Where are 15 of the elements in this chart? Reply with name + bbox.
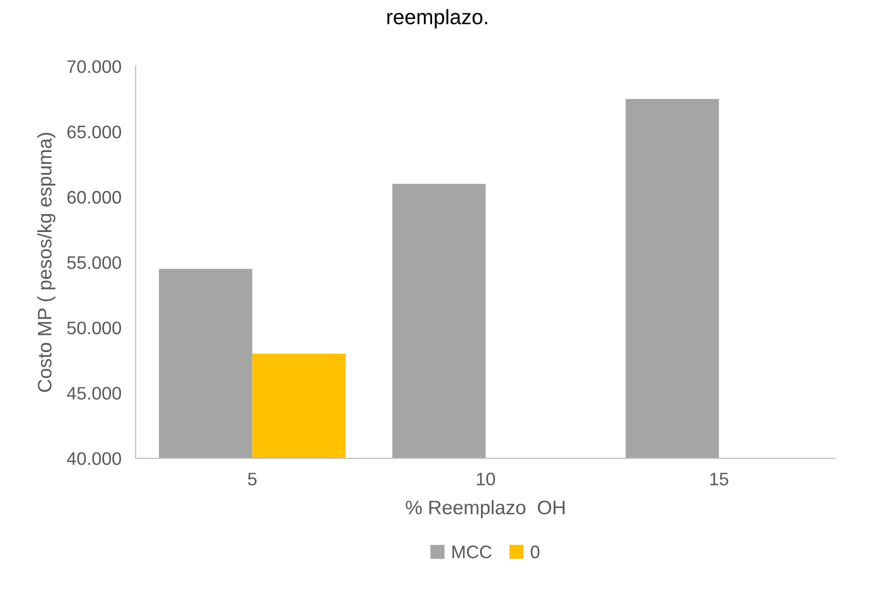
y-tick-label: 40.000 xyxy=(66,452,122,465)
chart-title: reemplazo. xyxy=(387,9,488,28)
y-tick-label: 70.000 xyxy=(67,60,122,74)
x-tick-label: 15 xyxy=(710,472,728,486)
legend-label: MCC xyxy=(452,546,492,558)
y-tick-label: 50.000 xyxy=(67,322,122,334)
x-tick-label: 5 xyxy=(248,472,257,486)
legend-label: 0 xyxy=(530,546,540,558)
x-tick-label: 10 xyxy=(476,472,495,486)
y-tick-label: 55.000 xyxy=(67,256,122,270)
y-tick-label: 45.000 xyxy=(66,386,122,400)
x-axis-title: % Reemplazo OH xyxy=(406,500,565,518)
y-tick-label: 60.000 xyxy=(67,190,122,204)
y-tick-label: 65.000 xyxy=(67,126,122,138)
y-axis-title: Costo MP ( pesos/kg espuma) xyxy=(37,132,56,392)
